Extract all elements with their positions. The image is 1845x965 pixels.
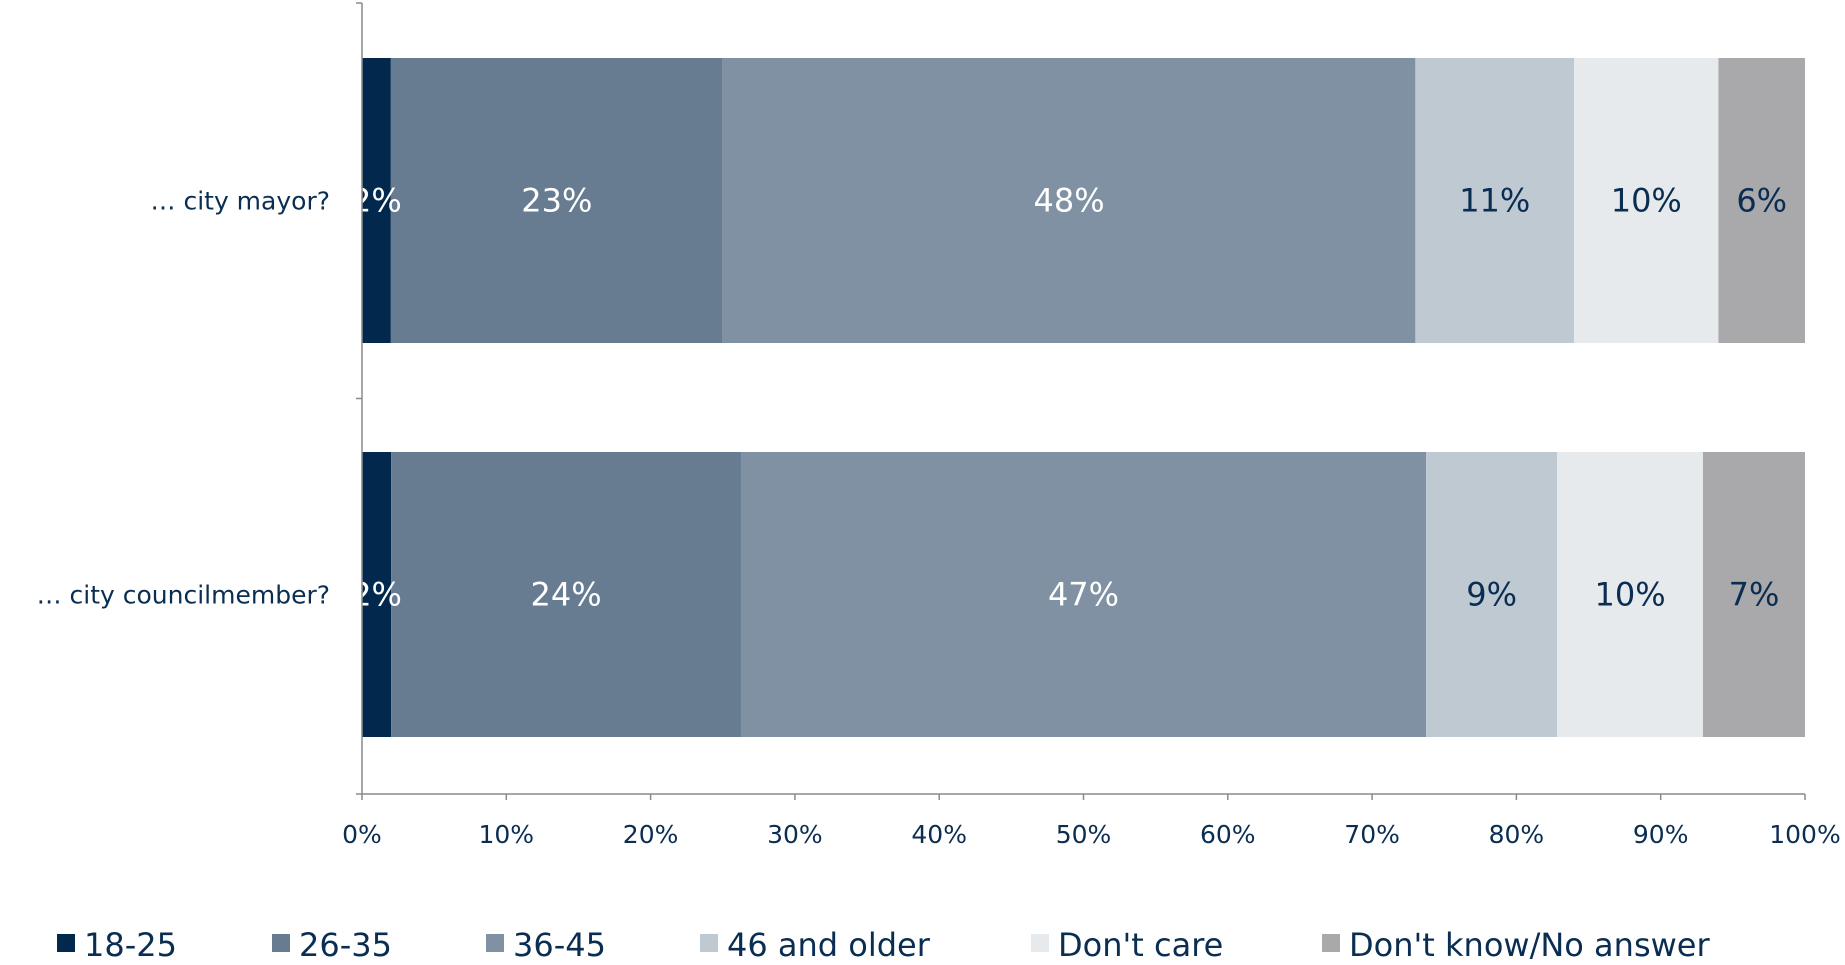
- data-label: 24%: [530, 576, 601, 614]
- legend-label: 46 and older: [727, 926, 931, 964]
- data-label: 2%: [351, 576, 402, 614]
- x-tick-label: 80%: [1489, 820, 1545, 849]
- bar-segment: [1574, 58, 1719, 343]
- x-tick-label: 0%: [342, 820, 382, 849]
- x-tick-label: 50%: [1056, 820, 1112, 849]
- legend-swatch: [272, 934, 290, 952]
- legend-label: 36-45: [513, 926, 606, 964]
- x-tick-label: 90%: [1633, 820, 1689, 849]
- bar-segment: [391, 452, 741, 737]
- bars-group: [362, 58, 1805, 737]
- bar-segment: [390, 58, 723, 343]
- x-tick-label: 100%: [1769, 820, 1840, 849]
- legend-label: Don't care: [1058, 926, 1223, 964]
- legend: 18-25 26-35 36-45 46 and older Don't care Don…: [57, 926, 1710, 964]
- segment-labels-group: 2% 23% 48% 11% 10% 6% 2% 24% 47% 9% 10% 7%: [351, 182, 1787, 614]
- axes-group: [356, 2, 1806, 800]
- bar-segment: [722, 58, 1416, 343]
- legend-label: 26-35: [299, 926, 392, 964]
- legend-swatch: [700, 934, 718, 952]
- data-label: 7%: [1729, 576, 1780, 614]
- category-label: … city councilmember?: [37, 581, 330, 610]
- data-label: 6%: [1736, 182, 1787, 220]
- legend-label: Don't know/No answer: [1349, 926, 1710, 964]
- legend-swatch: [57, 934, 75, 952]
- bar-segment: [740, 452, 1427, 737]
- bar-segment: [1415, 58, 1575, 343]
- data-label: 11%: [1459, 182, 1530, 220]
- bar-segment: [362, 58, 391, 343]
- x-tick-label: 10%: [479, 820, 535, 849]
- legend-swatch: [486, 934, 504, 952]
- category-labels-group: … city mayor? … city councilmember?: [37, 187, 330, 610]
- legend-label: 18-25: [84, 926, 177, 964]
- bar-segment: [1702, 452, 1805, 737]
- bar-segment: [1557, 452, 1703, 737]
- x-tick-label: 30%: [767, 820, 823, 849]
- data-label: 23%: [521, 182, 592, 220]
- x-tick-label: 70%: [1344, 820, 1400, 849]
- data-label: 2%: [351, 182, 402, 220]
- data-label: 10%: [1595, 576, 1666, 614]
- x-tick-label: 20%: [623, 820, 679, 849]
- x-tick-labels-group: 0% 10% 20% 30% 40% 50% 60% 70% 80% 90% 100%: [342, 820, 1841, 849]
- bar-segment: [362, 452, 392, 737]
- bar-segment: [1718, 58, 1805, 343]
- x-tick-label: 40%: [911, 820, 967, 849]
- data-label: 48%: [1034, 182, 1105, 220]
- legend-swatch: [1031, 934, 1049, 952]
- bar-segment: [1426, 452, 1558, 737]
- data-label: 10%: [1611, 182, 1682, 220]
- category-label: … city mayor?: [151, 187, 331, 216]
- data-label: 47%: [1048, 576, 1119, 614]
- x-tick-label: 60%: [1200, 820, 1256, 849]
- data-label: 9%: [1466, 576, 1517, 614]
- legend-swatch: [1322, 934, 1340, 952]
